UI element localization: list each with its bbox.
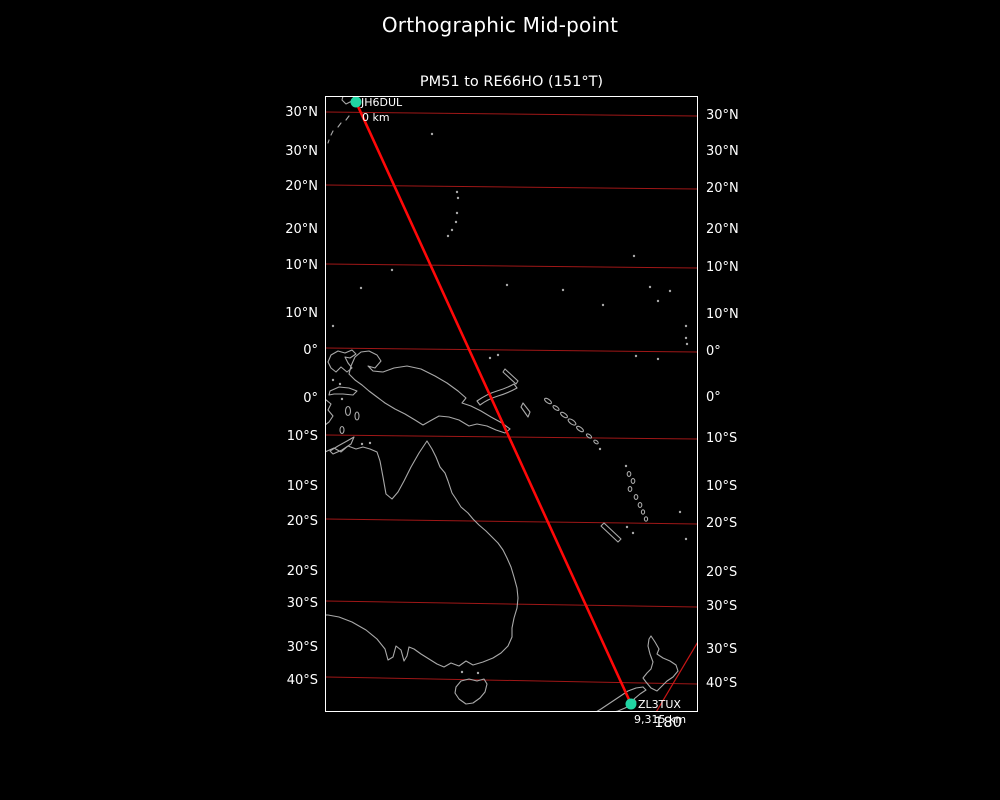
- island-speck: [446, 234, 450, 238]
- map-border: [325, 96, 698, 712]
- island-speck: [340, 397, 344, 401]
- island-speck: [678, 510, 682, 514]
- island-speck: [456, 196, 460, 200]
- right-tick-label: 30°S: [706, 599, 738, 614]
- right-tick-label: 10°S: [706, 479, 738, 494]
- left-tick-label: 30°S: [286, 640, 318, 655]
- island-speck: [625, 525, 629, 529]
- left-tick-label: 30°N: [285, 105, 318, 120]
- island-speck: [561, 288, 565, 292]
- right-tick-label: 10°N: [706, 307, 739, 322]
- left-tick-label: 30°S: [286, 596, 318, 611]
- left-tick-label: 20°N: [285, 222, 318, 237]
- parallel-0°: [325, 347, 698, 353]
- parallel-20°S: [325, 518, 698, 525]
- island-speck: [656, 357, 660, 361]
- island-speck: [685, 342, 689, 346]
- left-tick-label: 10°N: [285, 258, 318, 273]
- island-speck: [460, 670, 464, 674]
- latitude-gridlines: [325, 111, 698, 685]
- parallel-20°N: [325, 184, 698, 190]
- left-tick-label: 30°N: [285, 144, 318, 159]
- left-tick-label: 20°S: [286, 514, 318, 529]
- right-tick-label: 10°S: [706, 431, 738, 446]
- island-speck: [631, 531, 635, 535]
- small-islands: [331, 132, 689, 675]
- left-tick-label: 10°S: [286, 429, 318, 444]
- island-speck: [454, 220, 458, 224]
- island-speck: [488, 356, 492, 360]
- island-speck: [632, 254, 636, 258]
- end-distance-label: 9,315 km: [634, 713, 687, 726]
- right-tick-label: 20°S: [706, 565, 738, 580]
- island-speck: [476, 671, 480, 675]
- end-callsign-label: ZL3TUX: [638, 698, 681, 711]
- island-speck: [360, 442, 364, 446]
- right-tick-label: 30°N: [706, 144, 739, 159]
- left-tick-label: 0°: [303, 343, 318, 358]
- island-speck: [496, 353, 500, 357]
- island-speck: [668, 289, 672, 293]
- island-speck: [684, 336, 688, 340]
- island-speck: [598, 447, 602, 451]
- parallel-30°N: [325, 111, 698, 117]
- right-tick-label: 20°N: [706, 222, 739, 237]
- left-tick-label: 40°S: [286, 673, 318, 688]
- figure-title: Orthographic Mid-point: [381, 13, 619, 37]
- left-tick-label: 20°N: [285, 179, 318, 194]
- island-speck: [430, 132, 434, 136]
- island-speck: [634, 354, 638, 358]
- great-circle-route-line: [354, 100, 633, 706]
- left-tick-label: 20°S: [286, 564, 318, 579]
- map-subtitle: PM51 to RE66HO (151°T): [419, 74, 604, 90]
- left-tick-label: 10°S: [286, 479, 318, 494]
- right-tick-label: 20°N: [706, 181, 739, 196]
- island-speck: [455, 190, 459, 194]
- right-tick-label: 30°N: [706, 108, 739, 123]
- left-tick-label: 0°: [303, 391, 318, 406]
- map-canvas: [325, 96, 698, 712]
- start-marker-dot: [350, 96, 362, 108]
- bottom-axis-label-180: 180: [654, 715, 682, 731]
- island-speck: [684, 537, 688, 541]
- island-speck: [390, 268, 394, 272]
- island-speck: [359, 286, 363, 290]
- meridian-180-gridline: [655, 640, 698, 712]
- island-speck: [455, 211, 459, 215]
- island-speck: [505, 283, 509, 287]
- island-speck: [648, 285, 652, 289]
- parallel-10°S: [325, 434, 698, 440]
- island-speck: [656, 299, 660, 303]
- island-speck: [338, 382, 342, 386]
- island-speck: [331, 324, 335, 328]
- right-tick-label: 0°: [706, 390, 721, 405]
- island-speck: [601, 303, 605, 307]
- end-marker-dot: [625, 698, 637, 710]
- coastlines: [325, 96, 679, 712]
- right-tick-label: 10°N: [706, 260, 739, 275]
- parallel-10°N: [325, 263, 698, 269]
- island-speck: [684, 324, 688, 328]
- parallel-40°S: [325, 676, 698, 685]
- left-tick-label: 10°N: [285, 306, 318, 321]
- right-tick-label: 40°S: [706, 676, 738, 691]
- right-tick-label: 20°S: [706, 516, 738, 531]
- island-speck: [450, 228, 454, 232]
- right-tick-label: 0°: [706, 344, 721, 359]
- start-distance-label: 0 km: [362, 111, 390, 124]
- island-speck: [368, 441, 372, 445]
- right-tick-label: 30°S: [706, 642, 738, 657]
- start-callsign-label: JH6DUL: [361, 96, 403, 109]
- island-speck: [331, 378, 335, 382]
- island-speck: [624, 464, 628, 468]
- parallel-30°S: [325, 600, 698, 608]
